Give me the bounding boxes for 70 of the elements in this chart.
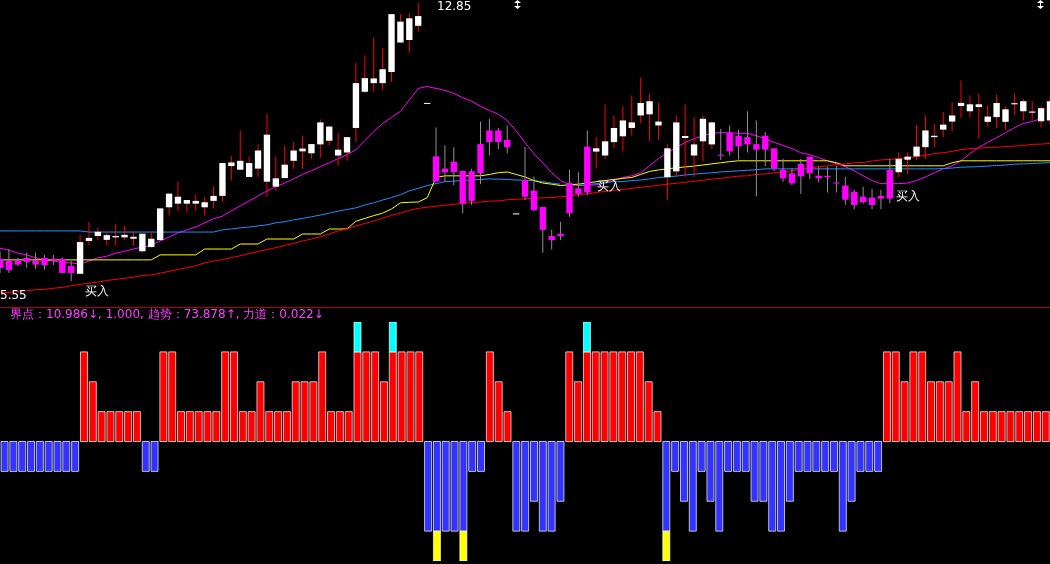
candlestick <box>744 110 751 153</box>
text: 5.55 <box>0 288 27 302</box>
candlestick <box>975 93 982 139</box>
candlestick <box>334 132 342 167</box>
candlestick <box>1002 105 1009 131</box>
candlestick <box>486 118 493 156</box>
candlestick <box>690 116 698 178</box>
candlestick <box>699 114 707 163</box>
candlestick <box>1011 93 1018 116</box>
candlestick <box>770 147 778 172</box>
candlestick <box>940 111 947 138</box>
candlestick <box>237 129 244 171</box>
chart-title: 界点：10.986↓, 1.000, 趋势：73.878↑, 力道：0.022↓ <box>10 307 324 321</box>
candlestick <box>254 143 262 178</box>
candlestick <box>904 151 911 175</box>
candlestick <box>174 181 182 212</box>
candlestick <box>993 94 1000 129</box>
candlestick <box>575 171 582 198</box>
candlestick <box>877 189 885 210</box>
candlestick <box>361 54 369 94</box>
candlestick <box>610 114 618 149</box>
candlestick <box>504 124 511 154</box>
candlestick <box>557 221 564 241</box>
candlestick <box>726 124 733 157</box>
candlestick <box>797 158 805 195</box>
candlestick <box>681 103 689 178</box>
candlestick <box>521 146 529 201</box>
candlestick <box>326 124 333 146</box>
candlestick <box>415 3 422 33</box>
candlestick <box>966 94 974 118</box>
candlestick <box>1020 98 1027 121</box>
candlestick <box>281 145 288 179</box>
candlestick <box>833 165 840 194</box>
annotation: 买入 <box>896 189 920 203</box>
candlestick <box>895 151 902 178</box>
candlestick <box>495 127 502 150</box>
candlestick <box>1037 105 1045 128</box>
candlestick <box>717 128 724 161</box>
candlestick <box>539 206 546 254</box>
text: 买入 <box>85 284 109 298</box>
candlestick <box>530 175 538 212</box>
candlestick <box>842 176 849 206</box>
candlestick <box>183 199 191 213</box>
candlestick <box>593 136 600 170</box>
candlestick <box>343 136 351 162</box>
candlestick <box>210 186 217 209</box>
candlestick <box>406 12 413 54</box>
candlestick <box>317 118 324 159</box>
annotation: 12.85 <box>437 0 472 13</box>
candlestick <box>637 77 644 124</box>
candlestick <box>957 79 965 119</box>
candlestick <box>762 131 769 167</box>
candlestick <box>619 105 627 153</box>
candlestick <box>450 146 457 186</box>
candlestick <box>290 141 297 170</box>
candlestick <box>370 37 377 93</box>
candlestick <box>201 197 208 217</box>
candlestick <box>851 189 858 210</box>
candlestick <box>948 101 956 133</box>
candlestick <box>379 47 386 91</box>
candlestick <box>228 155 235 182</box>
candlestick <box>601 103 609 160</box>
candlestick <box>397 13 404 44</box>
candlestick <box>753 119 760 197</box>
candlestick <box>735 129 742 161</box>
candlestick <box>646 93 653 142</box>
candlestick <box>272 155 280 192</box>
candlestick <box>85 221 93 246</box>
candlestick <box>628 94 635 137</box>
candlestick <box>708 121 716 150</box>
